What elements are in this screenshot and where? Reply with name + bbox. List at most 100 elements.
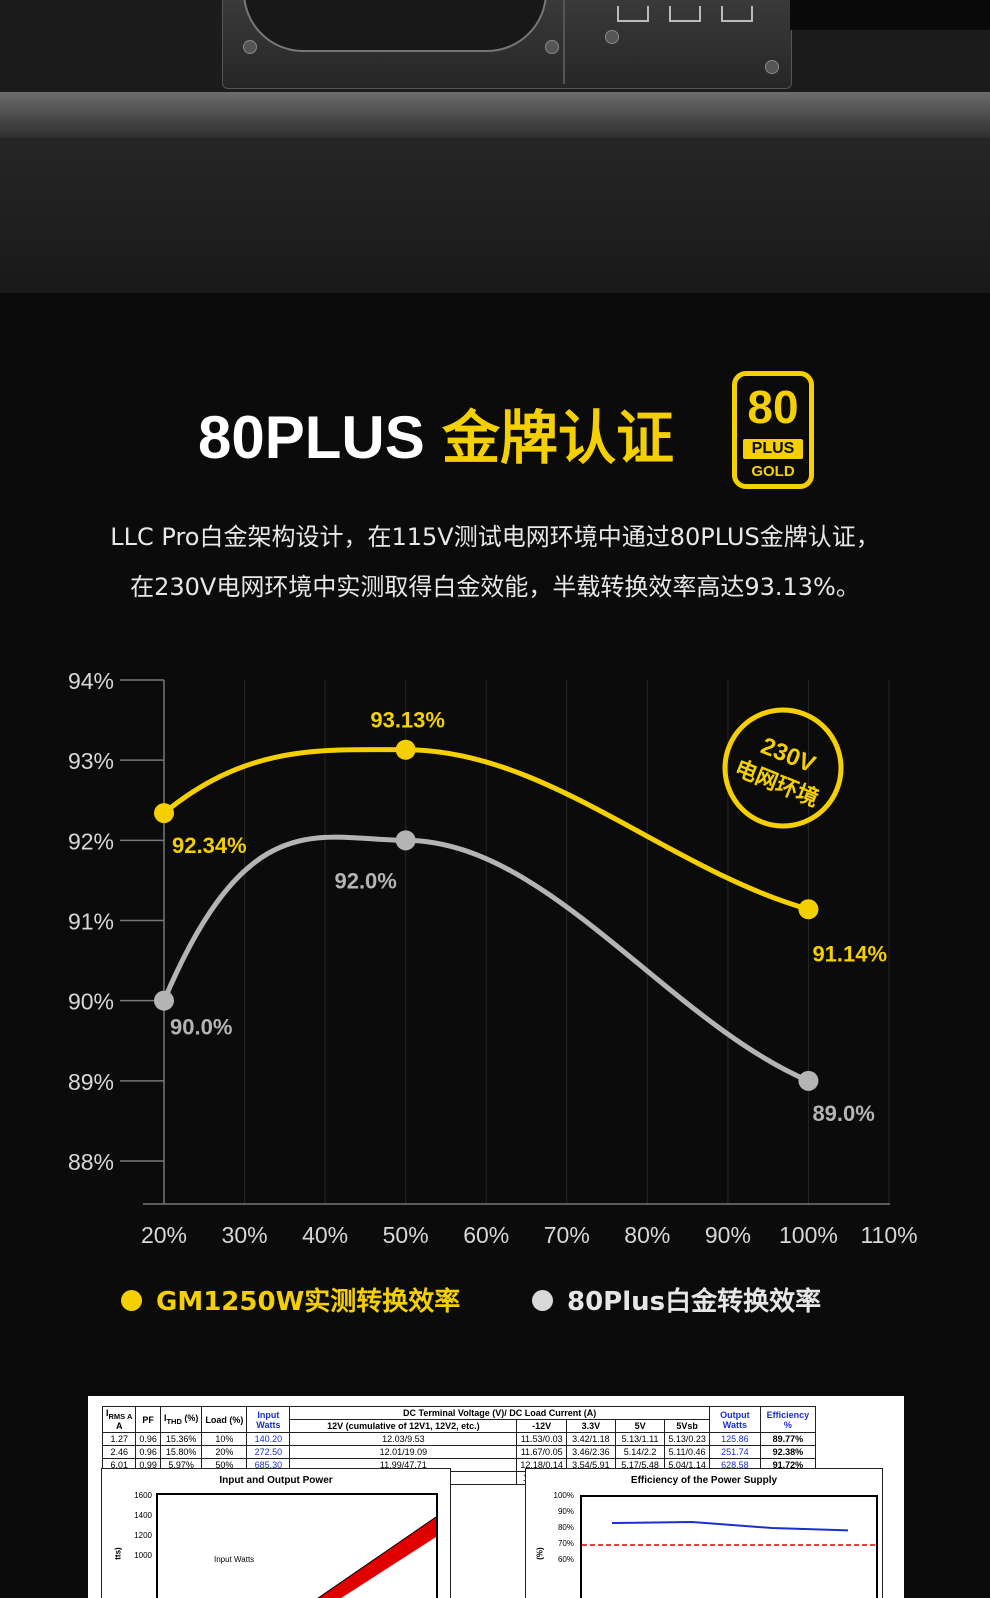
x-tick-label: 110% [860,1222,917,1248]
report-header: 12V (cumulative of 12V1, 12V2, etc.) [289,1419,518,1433]
table-row: 1.27 0.96 15.36% 10% 140.20 12.03/9.53 11.53/0… [101,1432,816,1446]
report-header: -12V [516,1419,567,1433]
description-line-2: 在230V电网环境中实测取得白金效能，半载转换效率高达93.13%。 [130,573,860,601]
x-tick-label: 60% [463,1222,509,1248]
report-header: ITHD (%) [159,1406,203,1433]
y-tick-label: 94% [68,668,114,694]
y-tick-label: 90% [68,989,114,1015]
data-label: 92.0% [334,868,396,893]
mini-axis-label: tts) [113,1547,123,1560]
table-cell: 0.96 [135,1432,161,1446]
y-tick-label: 93% [68,748,114,774]
data-point [154,990,174,1011]
mini-y-tick: 70% [557,1539,574,1548]
screw-icon [765,60,779,74]
report-header: PF [135,1406,161,1433]
mini-y-tick: 1000 [134,1551,152,1560]
report-header: Input Watts [246,1406,291,1433]
data-labels: 92.34% 93.13% 91.14% 90.0% 92.0% 89.0% [170,708,887,1126]
table-row: 2.46 0.96 15.80% 20% 272.50 12.01/19.09 11.67/… [101,1445,816,1459]
data-label: 92.34% [172,833,247,858]
input-output-power-chart: Input and Output Power 1600 1400 1200 10… [101,1468,451,1598]
table-cell: 5.13/0.23 [664,1432,710,1446]
x-tick-label: 50% [383,1222,429,1248]
efficiency-of-power-supply-chart: Efficiency of the Power Supply 100% 90% … [525,1468,883,1598]
product-photo [0,0,990,293]
table-cell: 251.74 [708,1445,761,1459]
fan-grill-icon [243,0,547,52]
mini-series-label: Input Watts [214,1555,255,1564]
y-tick-label: 91% [68,909,114,935]
table-cell: 140.20 [246,1432,291,1446]
table-cell: 10% [201,1432,248,1446]
report-group-header: DC Terminal Voltage (V)/ DC Load Current… [289,1406,710,1420]
legend-dot-gray-icon [532,1290,553,1311]
report-header: Efficiency % [759,1406,816,1433]
description-line-1: LLC Pro白金架构设计，在115V测试电网环境中通过80PLUS金牌认证， [110,523,880,551]
screw-icon [243,40,257,54]
mini-y-tick: 80% [557,1523,574,1532]
report-header: 3.3V [565,1419,616,1433]
table-cell: 12.01/19.09 [289,1445,518,1459]
x-tick-label: 40% [302,1222,348,1248]
report-header: 5Vsb [664,1419,710,1433]
mini-y-tick: 1400 [134,1511,152,1520]
mini-y-tick: 1200 [134,1531,152,1540]
table-cell: 1.27 [101,1432,137,1446]
mini-y-tick: 60% [557,1555,574,1564]
230v-stamp: 230V 电网环境 [722,707,844,829]
legend-label-gm1250w: GM1250W实测转换效率 [156,1287,461,1317]
floor-surface [0,138,990,293]
efficiency-curve [611,1520,849,1532]
table-cell: 3.42/1.18 [565,1432,616,1446]
data-point [154,803,174,824]
data-label: 90.0% [170,1015,232,1040]
x-tick-label: 90% [705,1222,751,1248]
mini-chart-title: Efficiency of the Power Supply [630,1475,778,1486]
shelf-edge [0,92,990,138]
legend-item-80plus-platinum: 80Plus白金转换效率 [532,1282,821,1322]
report-header: Load (%) [201,1406,248,1433]
series-line [162,747,810,912]
table-cell: 0.96 [135,1445,161,1459]
screw-icon [545,40,559,54]
data-label: 91.14% [812,941,887,966]
table-cell: 3.46/2.36 [565,1445,616,1459]
table-cell: 11.53/0.03 [516,1432,567,1446]
badge-number: 80 [747,381,799,433]
data-point [798,899,819,920]
mini-y-tick: 1600 [134,1491,152,1500]
table-cell: 5.11/0.46 [664,1445,710,1459]
data-label: 89.0% [812,1101,874,1126]
x-axis-ticks: 20% 30% 40% 50% 60% 70% 80% 90% 100% 110% [141,1222,918,1248]
table-cell: 125.86 [708,1432,761,1446]
badge-grade: GOLD [751,463,795,480]
table-cell: 15.80% [159,1445,203,1459]
chart-series [154,739,819,1091]
table-cell: 89.77% [759,1432,816,1446]
mini-axis-label: (%) [535,1547,545,1560]
x-tick-label: 70% [544,1222,590,1248]
table-cell: 20% [201,1445,248,1459]
legend-label-80plus-platinum: 80Plus白金转换效率 [567,1287,822,1317]
data-point [395,830,416,851]
y-tick-label: 88% [68,1149,114,1175]
table-cell: 272.50 [246,1445,291,1459]
input-output-band [317,1516,436,1598]
mini-y-tick: 100% [553,1491,574,1500]
80plus-gold-logo: 80 PLUS GOLD [732,371,814,489]
table-cell: 5.13/1.11 [614,1432,666,1446]
y-axis-ticks: 94% 93% 92% 91% 90% 89% 88% [68,668,164,1175]
data-point [798,1070,819,1091]
x-tick-label: 80% [624,1222,670,1248]
table-cell: 5.14/2.2 [614,1445,666,1459]
y-tick-label: 92% [68,828,114,854]
mini-y-tick: 90% [557,1507,574,1516]
report-header: Output Watts [708,1406,761,1433]
x-tick-label: 100% [779,1222,838,1248]
modular-connector-panel [563,0,785,84]
mini-chart-title: Input and Output Power [219,1475,333,1486]
x-tick-label: 20% [141,1222,187,1248]
